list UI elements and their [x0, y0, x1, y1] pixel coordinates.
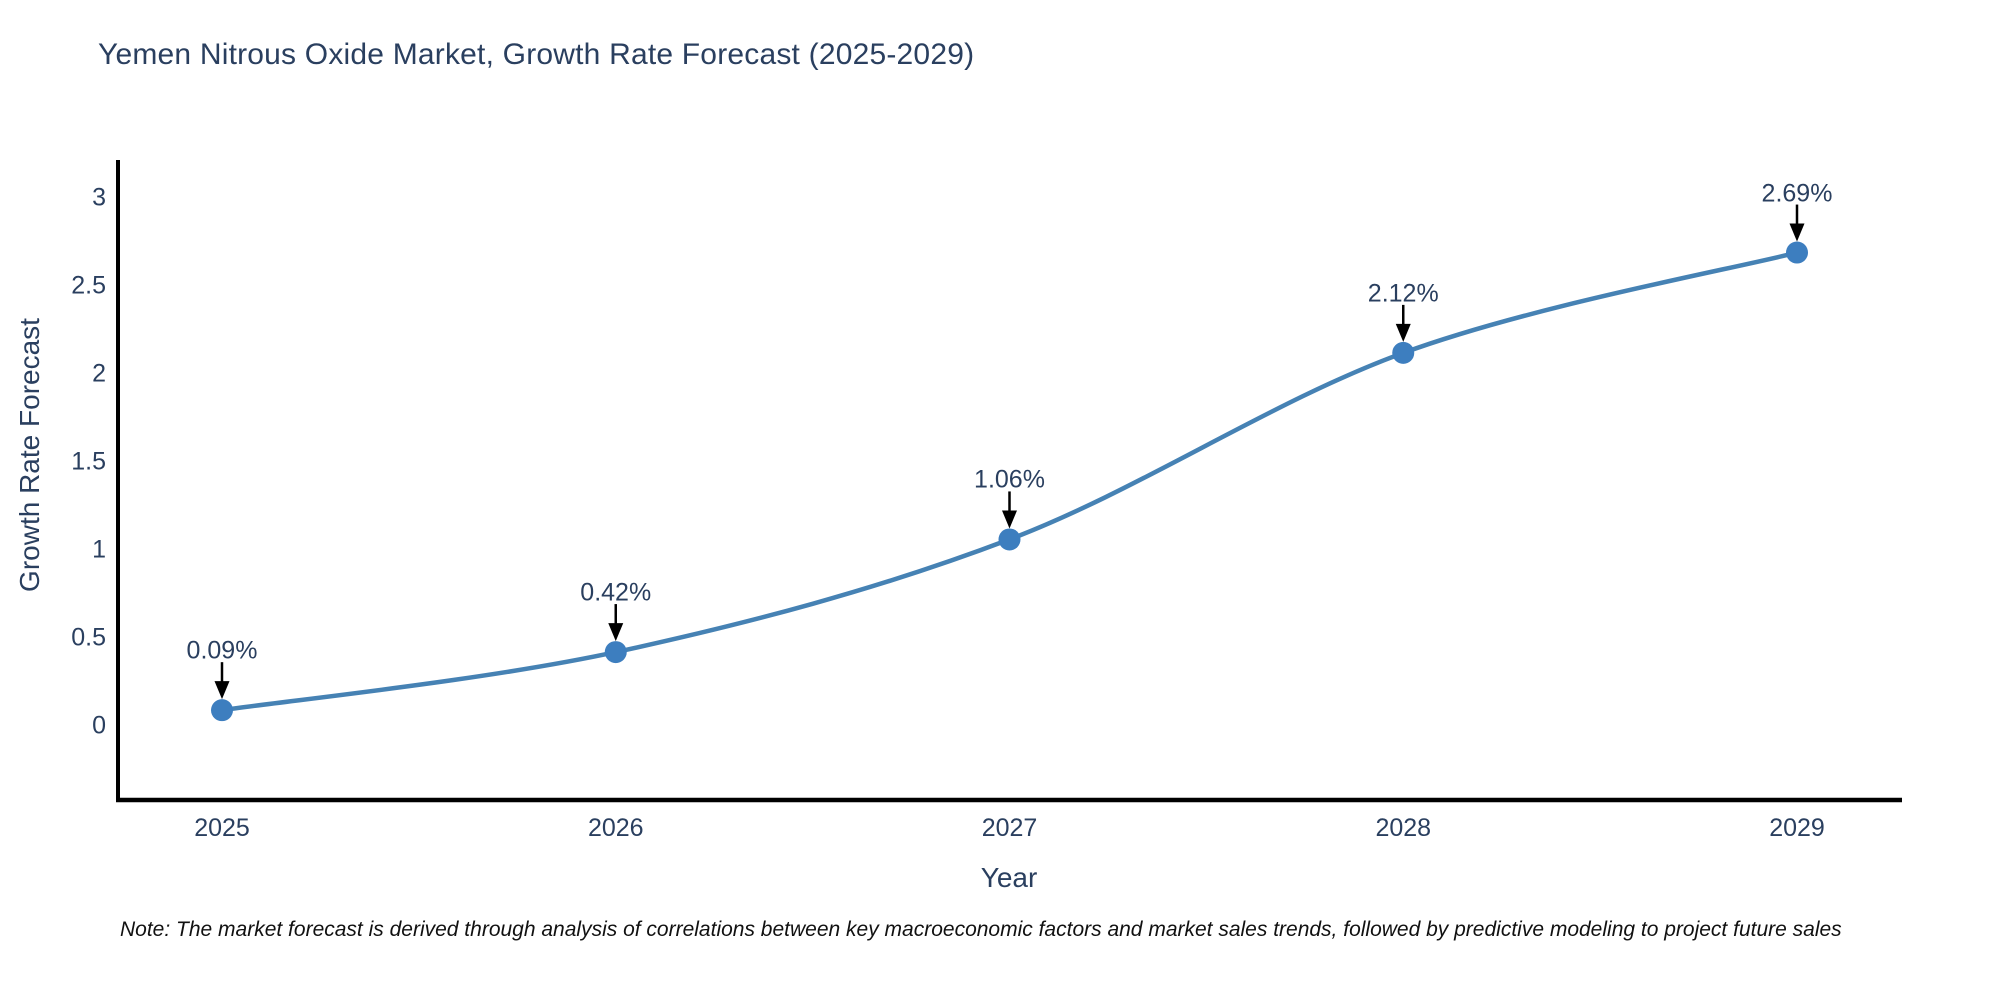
data-point-marker: [211, 699, 233, 722]
x-tick-label: 2026: [587, 814, 644, 842]
annotation-arrow: [214, 662, 230, 700]
y-tick-label: 1.5: [71, 447, 106, 476]
x-tick-label: 2025: [194, 814, 250, 842]
x-tick-label: 2027: [981, 814, 1038, 842]
annotation-arrow: [1789, 204, 1805, 242]
chart-title: Yemen Nitrous Oxide Market, Growth Rate …: [98, 38, 975, 71]
footnote: Note: The market forecast is derived thr…: [120, 918, 1842, 941]
point-value-label: 0.42%: [580, 578, 652, 607]
point-value-label: 2.12%: [1367, 279, 1439, 308]
annotation-arrow: [1395, 304, 1411, 342]
point-value-label: 0.09%: [186, 636, 258, 665]
y-tick-label: 0.5: [71, 623, 106, 652]
y-tick-label: 0: [92, 711, 106, 740]
point-value-label: 1.06%: [974, 465, 1045, 494]
y-tick-label: 2.5: [71, 271, 106, 300]
x-tick-label: 2028: [1375, 814, 1432, 842]
y-tick-label: 1: [92, 535, 106, 564]
data-point-marker: [998, 528, 1021, 551]
data-point-marker: [604, 641, 627, 664]
x-axis-title: Year: [980, 862, 1038, 893]
x-tick-label: 2029: [1769, 814, 1825, 842]
y-tick-label: 3: [92, 183, 106, 212]
data-point-marker: [1786, 241, 1808, 264]
annotation-arrow: [1002, 491, 1017, 529]
y-tick-label: 2: [92, 359, 106, 388]
data-point-marker: [1392, 341, 1415, 364]
annotation-arrow: [608, 604, 624, 642]
point-value-label: 2.69%: [1761, 179, 1833, 208]
